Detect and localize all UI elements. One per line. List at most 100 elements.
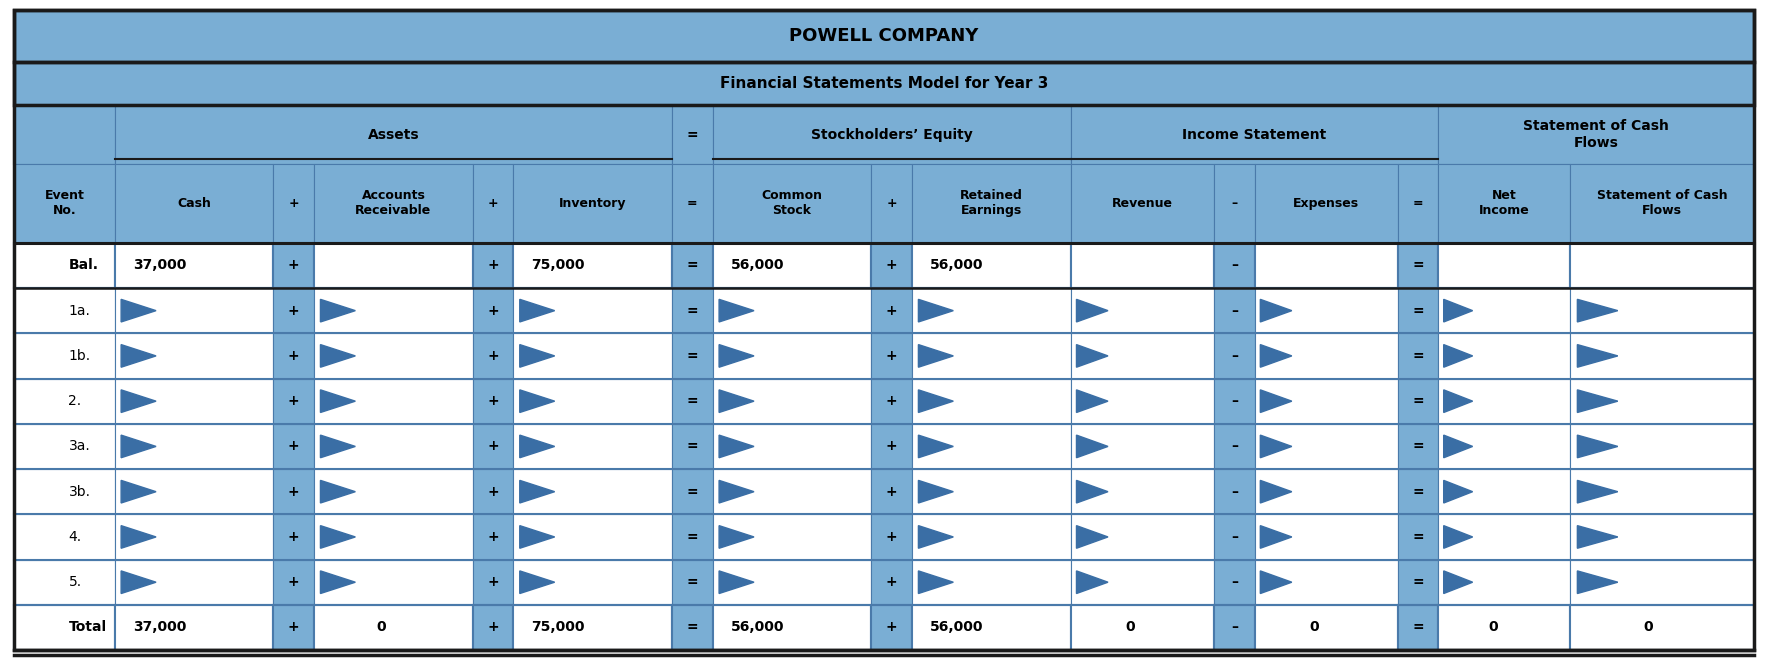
Text: +: + (488, 484, 499, 499)
Bar (315, 243, 472, 288)
Bar (912, 379, 1071, 424)
Bar (14, 105, 115, 164)
Polygon shape (720, 390, 753, 412)
Text: +: + (886, 304, 898, 317)
Bar (1398, 560, 1439, 605)
Bar (1071, 560, 1215, 605)
Bar (1570, 560, 1754, 605)
Bar (1255, 605, 1398, 650)
Bar (1398, 164, 1439, 243)
Polygon shape (1577, 390, 1618, 412)
Text: =: = (686, 576, 698, 589)
Polygon shape (1444, 480, 1473, 503)
Bar (274, 424, 315, 469)
Polygon shape (1444, 390, 1473, 412)
Bar (1215, 379, 1255, 424)
Text: –: – (1231, 394, 1238, 408)
Text: 2.: 2. (69, 394, 81, 408)
Bar (14, 424, 115, 469)
Bar (912, 243, 1071, 288)
Bar (1439, 379, 1570, 424)
Bar (713, 514, 872, 560)
Bar (1215, 333, 1255, 379)
Polygon shape (1261, 390, 1292, 412)
Polygon shape (122, 390, 156, 412)
Text: +: + (886, 349, 898, 363)
Polygon shape (1261, 435, 1292, 458)
Text: =: = (686, 484, 698, 499)
Text: –: – (1231, 576, 1238, 589)
Text: =: = (1413, 620, 1423, 634)
Text: Total: Total (69, 620, 106, 634)
Bar (872, 424, 912, 469)
Bar (115, 514, 274, 560)
Polygon shape (1261, 571, 1292, 593)
Polygon shape (1577, 300, 1618, 322)
Text: +: + (886, 258, 898, 273)
Text: 56,000: 56,000 (730, 258, 785, 273)
Bar (14, 288, 115, 333)
Text: =: = (1413, 304, 1423, 317)
Bar (713, 288, 872, 333)
Bar (115, 333, 274, 379)
Text: Income Statement: Income Statement (1183, 127, 1326, 141)
Bar (672, 469, 713, 514)
Bar (713, 379, 872, 424)
Text: =: = (1413, 197, 1423, 210)
Text: +: + (886, 440, 898, 453)
Text: Event
No.: Event No. (44, 189, 85, 217)
Polygon shape (1577, 480, 1618, 503)
Bar (472, 605, 513, 650)
Polygon shape (122, 300, 156, 322)
Text: –: – (1231, 304, 1238, 317)
Polygon shape (520, 300, 555, 322)
Polygon shape (1577, 525, 1618, 548)
Bar (1439, 333, 1570, 379)
Bar (315, 164, 472, 243)
Text: 37,000: 37,000 (133, 258, 186, 273)
Text: +: + (488, 349, 499, 363)
Polygon shape (122, 480, 156, 503)
Bar (1215, 605, 1255, 650)
Polygon shape (720, 571, 753, 593)
Polygon shape (720, 525, 753, 548)
Text: +: + (288, 484, 299, 499)
Text: +: + (288, 620, 299, 634)
Bar (513, 424, 672, 469)
Polygon shape (1444, 525, 1473, 548)
Bar (274, 469, 315, 514)
Bar (1570, 164, 1754, 243)
Text: 1a.: 1a. (69, 304, 90, 317)
Bar (315, 514, 472, 560)
Bar (472, 379, 513, 424)
Text: +: + (488, 304, 499, 317)
Text: 0: 0 (1126, 620, 1135, 634)
Bar (1071, 514, 1215, 560)
Text: +: + (288, 304, 299, 317)
Bar (1570, 469, 1754, 514)
Polygon shape (320, 480, 355, 503)
Bar (274, 243, 315, 288)
Bar (14, 105, 1754, 164)
Polygon shape (918, 571, 953, 593)
Bar (713, 164, 872, 243)
Bar (1570, 424, 1754, 469)
Text: =: = (1413, 576, 1423, 589)
Bar (672, 379, 713, 424)
Bar (1570, 379, 1754, 424)
Bar (1398, 243, 1439, 288)
Bar (1439, 605, 1570, 650)
Bar (872, 469, 912, 514)
Text: =: = (686, 394, 698, 408)
Bar (713, 333, 872, 379)
Bar (672, 333, 713, 379)
Polygon shape (520, 390, 555, 412)
Text: +: + (886, 620, 898, 634)
Bar (315, 288, 472, 333)
Polygon shape (720, 300, 753, 322)
Text: =: = (1413, 440, 1423, 453)
Polygon shape (1261, 300, 1292, 322)
Bar (14, 333, 115, 379)
Polygon shape (720, 435, 753, 458)
Text: 56,000: 56,000 (930, 620, 983, 634)
